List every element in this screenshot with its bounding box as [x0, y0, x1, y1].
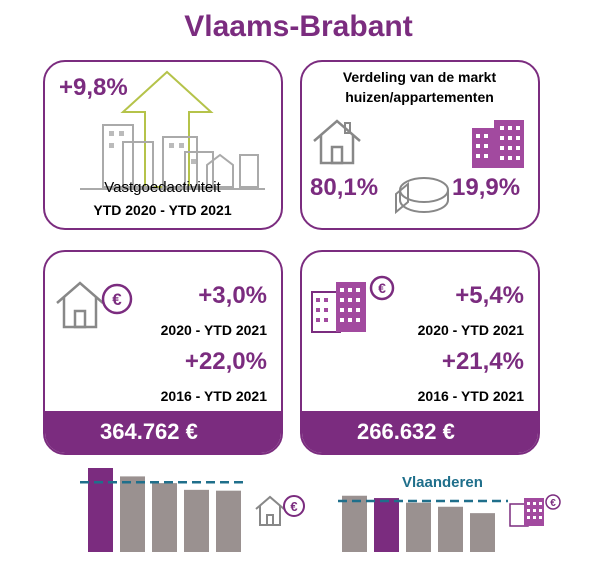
activity-change: +9,8%: [59, 74, 128, 101]
houses-price-bar-chart: [80, 468, 245, 552]
houses-card: € +3,0% 2020 - YTD 2021 +22,0% 2016 - YT…: [43, 250, 283, 455]
houses-bar: [120, 476, 145, 552]
apartments-period2: 2016 - YTD 2021: [417, 388, 524, 404]
svg-text:€: €: [290, 499, 297, 514]
apartment-euro-icon: €: [311, 275, 395, 333]
houses-bar: [152, 483, 177, 552]
svg-text:€: €: [378, 280, 386, 296]
apartments-bar: [374, 498, 399, 552]
apartments-price-bar-chart: [338, 495, 508, 552]
apartments-bar: [342, 495, 367, 552]
apartments-bar: [438, 506, 463, 552]
apartments-change2: +21,4%: [441, 348, 524, 375]
houses-bar: [216, 490, 241, 552]
market-title-line2: huizen/appartementen: [345, 89, 494, 105]
apartments-price: 266.632 €: [302, 411, 538, 453]
svg-text:€: €: [112, 290, 122, 309]
houses-share: 80,1%: [310, 174, 379, 201]
activity-period: YTD 2020 - YTD 2021: [93, 202, 232, 218]
svg-text:€: €: [550, 498, 556, 509]
apartments-bar: [470, 513, 495, 552]
houses-bar: [88, 468, 113, 552]
houses-bar: [184, 489, 209, 552]
reference-label: Vlaanderen: [402, 474, 483, 491]
house-euro-small-icon: €: [255, 495, 305, 526]
apartments-card: € +5,4% 2020 - YTD 2021 +21,4% 2016 - YT…: [300, 250, 540, 455]
activity-card: +9,8% Vastgoedactiviteit YTD 2020 - YTD …: [43, 60, 283, 230]
house-euro-icon: €: [56, 281, 133, 329]
apartment-euro-small-icon: €: [509, 494, 561, 527]
house-icon: [313, 119, 361, 165]
apartments-bar: [406, 502, 431, 552]
apartments-change1: +5,4%: [455, 282, 524, 309]
apartments-share: 19,9%: [452, 174, 521, 201]
houses-change1: +3,0%: [198, 282, 267, 309]
houses-change2: +22,0%: [184, 348, 267, 375]
houses-price: 364.762 €: [45, 411, 281, 453]
apartment-building-icon: [472, 120, 524, 168]
page-title: Vlaams-Brabant: [184, 10, 413, 43]
market-title-line1: Verdeling van de markt: [342, 69, 497, 85]
pie-chart-icon: [395, 177, 449, 215]
buildings-arrow-icon: [80, 70, 265, 190]
market-card: Verdeling van de markt huizen/appartemen…: [300, 60, 540, 230]
houses-period2: 2016 - YTD 2021: [160, 388, 267, 404]
houses-period1: 2020 - YTD 2021: [160, 322, 267, 338]
apartments-period1: 2020 - YTD 2021: [417, 322, 524, 338]
activity-label: Vastgoedactiviteit: [104, 179, 221, 196]
